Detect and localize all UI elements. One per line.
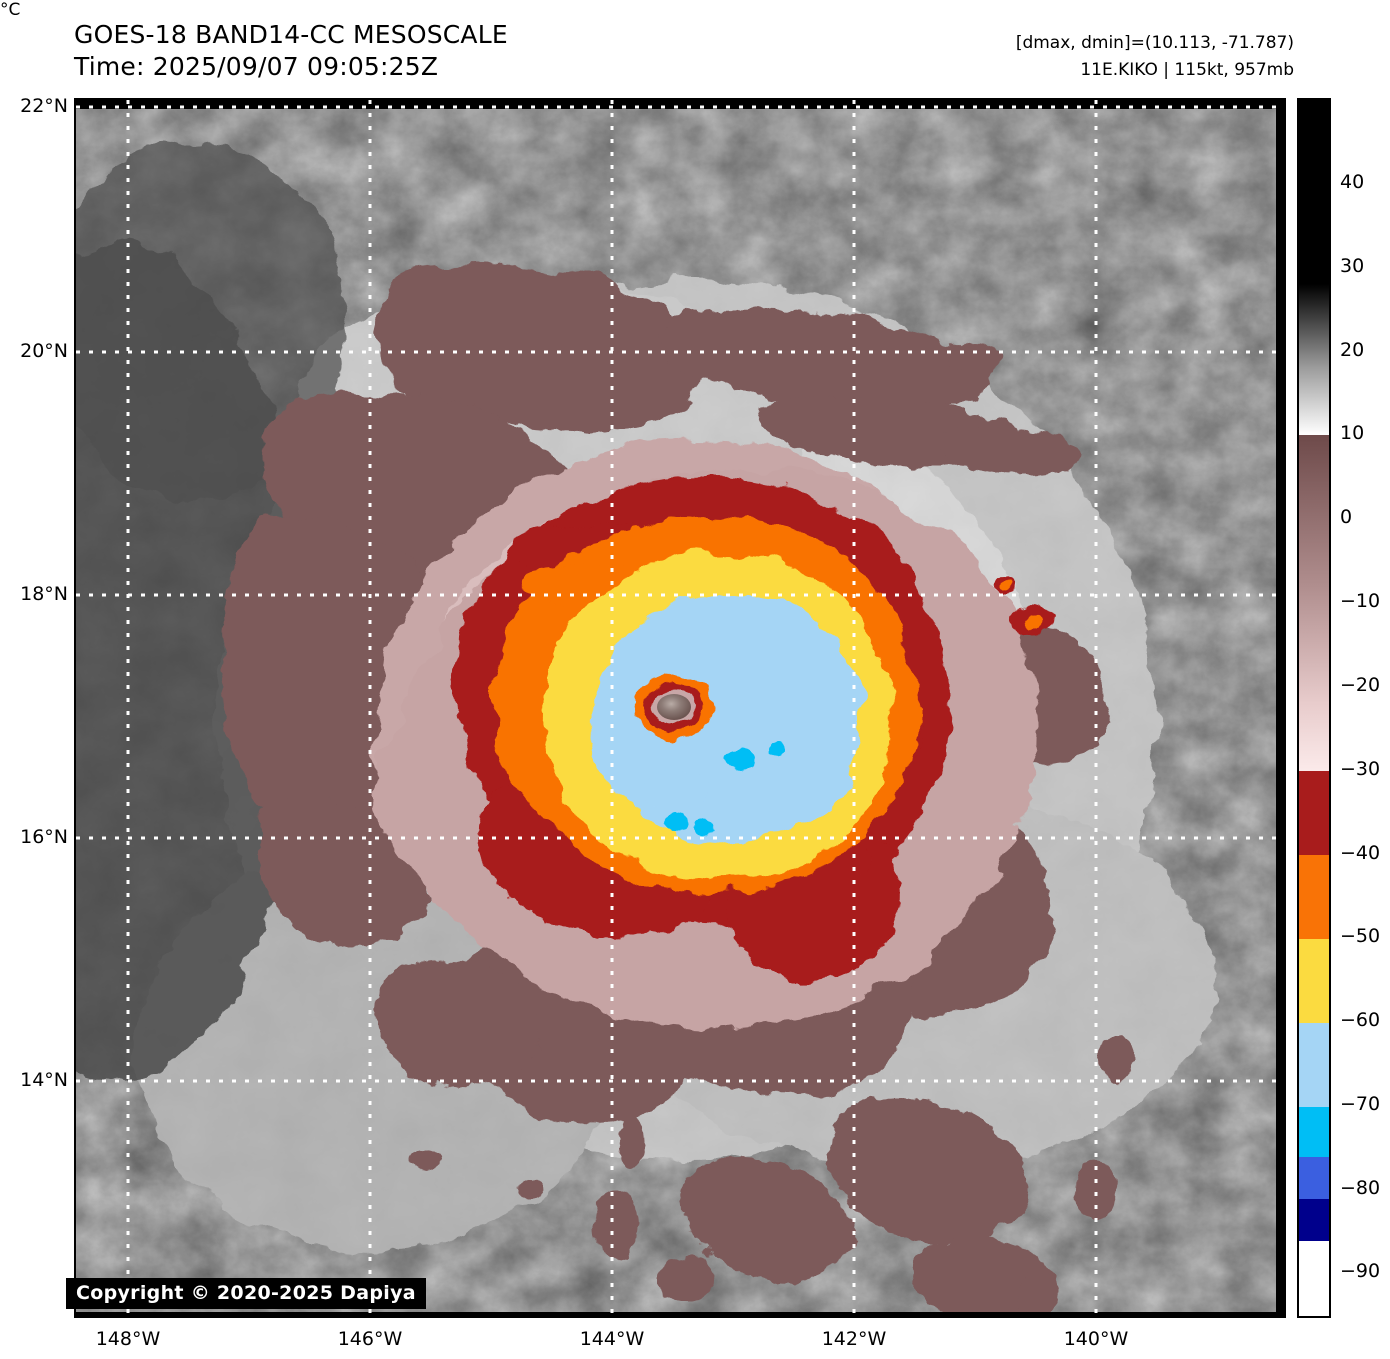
x-tick-146w: 146°W (337, 1328, 403, 1350)
ir-brightness-field (76, 100, 1276, 1316)
y-tick-22n: 22°N (20, 95, 68, 117)
copyright-banner: Copyright © 2020-2025 Dapiya (66, 1278, 426, 1309)
satellite-plot-area (74, 98, 1286, 1318)
band-light-blue (590, 593, 864, 843)
colorbar-tick-m80: −80 (1340, 1177, 1381, 1199)
colorbar-tick-m70: −70 (1340, 1093, 1381, 1115)
colorbar-tick-m60: −60 (1340, 1009, 1381, 1031)
temperature-colorbar (1297, 98, 1331, 1318)
colorbar-tick-m90: −90 (1340, 1260, 1381, 1282)
colorbar-tick-30: 30 (1340, 255, 1365, 277)
colorbar-units-label: °C (0, 0, 21, 20)
x-tick-140w: 140°W (1063, 1328, 1129, 1350)
east-convective-cells (853, 577, 1053, 874)
storm-info-label: 11E.KIKO | 115kt, 957mb (1080, 60, 1294, 80)
y-tick-20n: 20°N (20, 340, 68, 362)
top-no-data-band (76, 100, 1276, 109)
colorbar-tick-m50: −50 (1340, 925, 1381, 947)
page-title: GOES-18 BAND14-CC MESOSCALE (74, 20, 508, 49)
x-tick-142w: 142°W (821, 1328, 887, 1350)
colorbar-tick-10: 10 (1340, 422, 1365, 444)
colorbar-tick-40: 40 (1340, 171, 1365, 193)
storm-eye (634, 675, 714, 739)
colorbar-tick-m40: −40 (1340, 842, 1381, 864)
x-tick-148w: 148°W (95, 1328, 161, 1350)
y-tick-16n: 16°N (20, 826, 68, 848)
y-tick-14n: 14°N (20, 1069, 68, 1091)
colorbar-tick-m20: −20 (1340, 674, 1381, 696)
colorbar-tick-0: 0 (1340, 506, 1353, 528)
x-tick-144w: 144°W (579, 1328, 645, 1350)
band-cyan (663, 744, 784, 835)
colorbar-tick-m10: −10 (1340, 590, 1381, 612)
colorbar-tick-m30: −30 (1340, 758, 1381, 780)
colorbar-gradient (1299, 100, 1329, 1316)
dmax-dmin-label: [dmax, dmin]=(10.113, -71.787) (1015, 33, 1294, 53)
colorbar-tick-20: 20 (1340, 339, 1365, 361)
satellite-imagery (76, 100, 1284, 1316)
y-tick-18n: 18°N (20, 583, 68, 605)
timestamp-label: Time: 2025/09/07 09:05:25Z (74, 52, 439, 81)
